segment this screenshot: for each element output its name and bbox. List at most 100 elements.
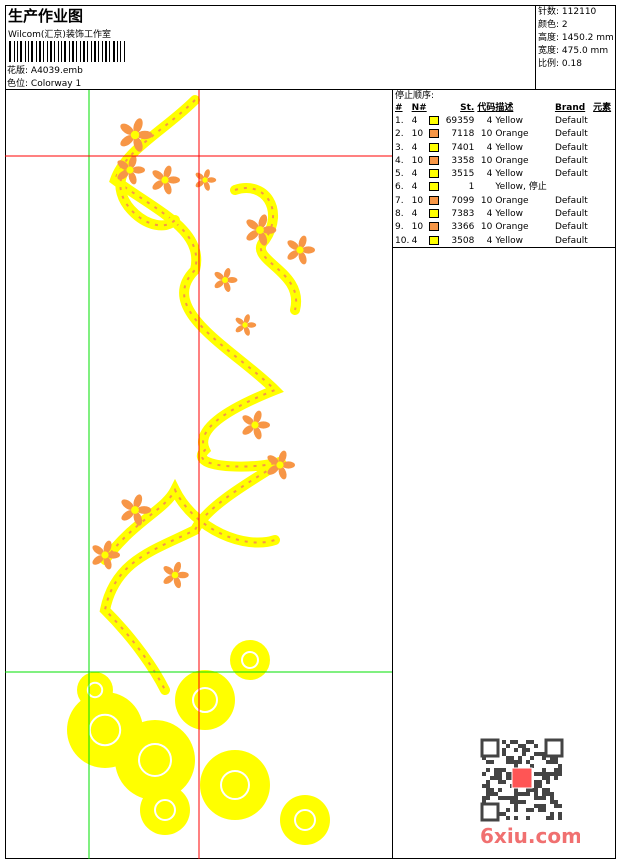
barcode-bar xyxy=(58,41,59,62)
row-index: 2. xyxy=(395,129,404,140)
color-swatch xyxy=(429,208,441,221)
qr-module xyxy=(502,740,506,744)
qr-module xyxy=(498,812,502,816)
qr-module xyxy=(558,772,562,776)
table-row[interactable]: 8. 4 7383 4 Yellow Default xyxy=(395,208,614,221)
row-index: 7. xyxy=(395,195,404,206)
qr-module xyxy=(510,740,514,744)
seal-icon xyxy=(511,767,533,789)
barcode-bar xyxy=(25,41,26,62)
table-row[interactable]: 5. 4 3515 4 Yellow Default xyxy=(395,168,614,181)
qr-module xyxy=(526,740,530,744)
row-brand: Default xyxy=(554,222,588,233)
barcode-bar xyxy=(9,41,11,62)
row-element xyxy=(593,128,614,141)
qr-module xyxy=(526,760,530,764)
row-stitches: 3515 xyxy=(451,169,475,180)
flower-petal xyxy=(133,494,143,509)
design-file: 花版: A4039.emb xyxy=(7,63,83,76)
qr-module xyxy=(490,792,494,796)
row-brand: Default xyxy=(554,155,588,166)
colorway: 色位: Colorway 1 xyxy=(7,76,81,89)
qr-module xyxy=(510,796,514,800)
qr-module xyxy=(542,756,546,760)
qr-module xyxy=(494,768,498,772)
flower-petal xyxy=(242,415,254,425)
qr-module xyxy=(554,804,558,808)
vine xyxy=(100,478,280,565)
row-stitches: 3366 xyxy=(451,222,475,233)
flower-petal xyxy=(206,177,217,183)
flower-petal xyxy=(243,314,250,324)
flower-petal xyxy=(223,268,231,279)
flower-petal xyxy=(121,499,134,510)
swatch xyxy=(429,169,440,179)
table-row[interactable]: 9. 10 3366 10 Orange Default xyxy=(395,221,614,234)
barcode-bar xyxy=(28,41,29,62)
qr-module xyxy=(542,768,546,772)
row-desc: Orange xyxy=(495,155,529,166)
table-row[interactable]: 3. 4 7401 4 Yellow Default xyxy=(395,142,614,155)
flower-petal xyxy=(287,240,299,250)
row-desc: Yellow xyxy=(495,169,524,180)
table-row[interactable]: 7. 10 7099 10 Orange Default xyxy=(395,195,614,208)
qr-module xyxy=(526,808,530,812)
stop-sequence-table: # N# St. 代码 描述 Brand 元素 1. 4 69359 4 Yel… xyxy=(395,102,614,248)
flower-petal xyxy=(133,511,143,526)
qr-module xyxy=(542,776,546,780)
qr-module xyxy=(514,760,518,764)
table-row[interactable]: 10. 4 3508 4 Yellow Default xyxy=(395,235,614,248)
row-desc: Yellow xyxy=(495,142,524,153)
qr-module xyxy=(486,768,490,772)
qr-module xyxy=(486,760,490,764)
header: 生产作业图 Wilcom(汇京)装饰工作室 花版: A4039.emb 色位: … xyxy=(5,5,616,90)
qr-module xyxy=(518,800,522,804)
qr-module xyxy=(558,764,562,768)
row-element xyxy=(593,208,614,221)
qr-module xyxy=(534,744,538,748)
qr-module xyxy=(542,788,546,792)
qr-module xyxy=(498,768,502,772)
row-brand: Default xyxy=(554,169,588,180)
table-row[interactable]: 6. 4 1 Yellow, 停止 xyxy=(395,181,614,194)
row-desc: Yellow, 停止 xyxy=(495,182,547,193)
row-element xyxy=(593,142,614,155)
flower-petal xyxy=(235,317,245,325)
stop-sequence-title: 停止顺序: xyxy=(395,91,435,101)
barcode-bar xyxy=(17,41,18,62)
qr-module xyxy=(550,760,554,764)
design-label: 花版: xyxy=(7,66,29,76)
flower-petal xyxy=(152,170,164,180)
swatch xyxy=(429,155,440,165)
lace-hole xyxy=(241,651,259,669)
row-brand: Default xyxy=(554,129,588,140)
qr-module xyxy=(530,756,534,760)
qr-module xyxy=(530,788,534,792)
qr-module xyxy=(498,796,502,800)
table-row[interactable]: 1. 4 69359 4 Yellow Default xyxy=(395,115,614,128)
col-code: 代码 xyxy=(477,103,496,113)
row-index: 10. xyxy=(395,235,410,246)
qr-module xyxy=(558,768,562,772)
label: 宽度: xyxy=(538,46,560,56)
table-row[interactable]: 2. 10 7118 10 Orange Default xyxy=(395,128,614,141)
flower-petal xyxy=(120,135,134,147)
row-index: 6. xyxy=(395,182,404,193)
barcode-bar xyxy=(120,41,121,62)
row-brand xyxy=(555,181,593,194)
value: 2 xyxy=(561,20,568,30)
flower-petal xyxy=(195,172,205,180)
flower-center xyxy=(222,277,228,283)
table-row[interactable]: 4. 10 3358 10 Orange Default xyxy=(395,155,614,168)
flower-petal xyxy=(287,250,299,260)
barcode-bar xyxy=(98,41,99,62)
col-desc: 描述 xyxy=(495,103,514,113)
flower-petal xyxy=(103,540,112,554)
qr-module xyxy=(494,776,498,780)
flower-center xyxy=(276,461,284,469)
flower-center xyxy=(131,506,139,514)
lace-motif xyxy=(140,785,190,835)
qr-module xyxy=(534,788,538,792)
row-index: 3. xyxy=(395,142,404,153)
col-needle: N# xyxy=(411,103,427,113)
